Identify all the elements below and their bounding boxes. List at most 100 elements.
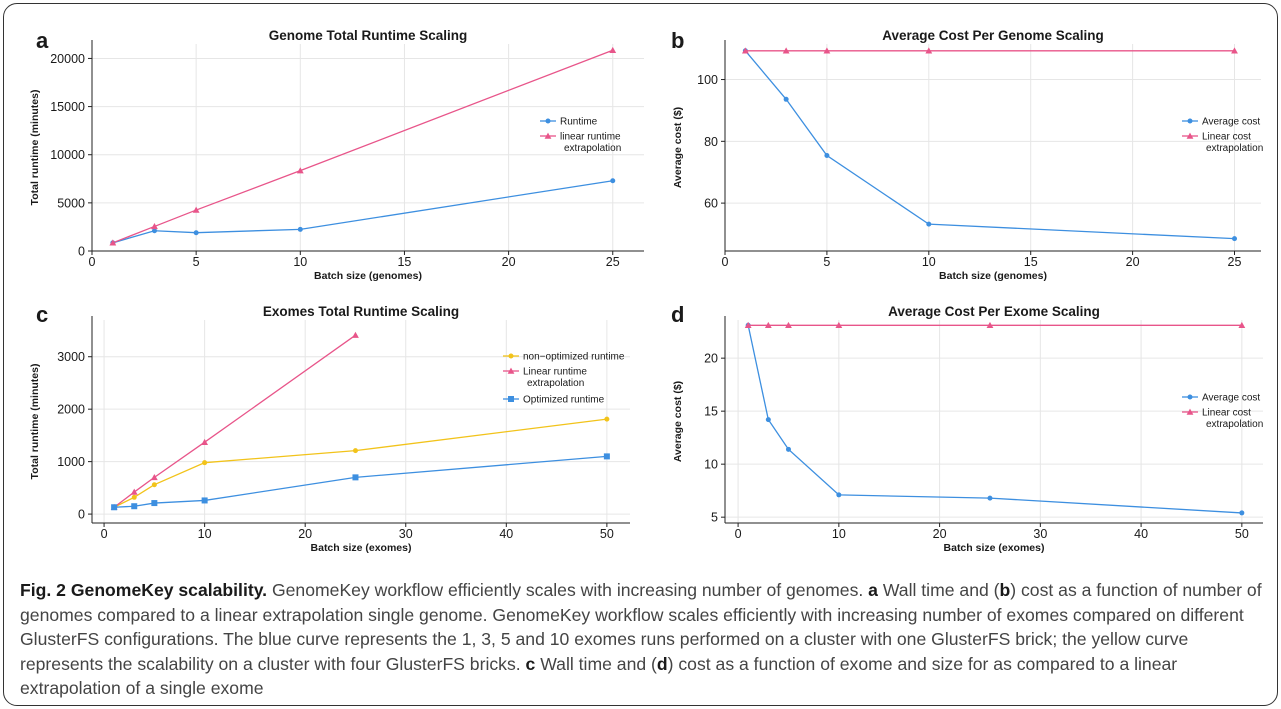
y-axis-label: Total runtime (minutes) (29, 90, 41, 206)
data-point (151, 228, 157, 234)
data-point (296, 167, 304, 174)
data-point (109, 239, 117, 246)
legend-label: Linear cost (1202, 408, 1251, 419)
y-tick-label: 100 (697, 73, 718, 87)
x-tick-label: 5 (823, 255, 830, 269)
legend-label: extrapolation (1206, 143, 1263, 154)
data-point (609, 46, 617, 53)
x-tick-label: 50 (600, 527, 614, 541)
data-point (352, 448, 358, 454)
chart-title: Average Cost Per Exome Scaling (888, 304, 1100, 319)
y-tick-label: 0 (78, 508, 85, 522)
x-axis-label: Batch size (genomes) (939, 270, 1047, 282)
chart-panel-c: 0 10 20 30 40 50 0 1000 2000 3000 c Exomes Total Ru… (29, 302, 630, 554)
legend-swatch-marker (1186, 408, 1194, 415)
x-tick-label: 20 (502, 255, 516, 269)
legend-swatch-marker (507, 367, 515, 374)
legend-label: extrapolation (1206, 419, 1263, 430)
caption-text: ) cost as a function of number of genome… (20, 580, 1262, 674)
y-tick-label: 0 (78, 245, 85, 259)
legend-entry: Runtime (540, 117, 598, 128)
caption-panel-ref: c (525, 653, 536, 674)
y-axis-label: Average cost ($) (672, 107, 684, 188)
series-1 (741, 47, 1238, 54)
x-tick-label: 20 (1126, 255, 1140, 269)
data-point (926, 221, 932, 227)
chart-title: Average Cost Per Genome Scaling (882, 28, 1104, 43)
data-point (824, 153, 830, 159)
y-tick-label: 20000 (50, 52, 85, 66)
legend-label: linear runtime (560, 132, 621, 143)
legend-swatch-marker (544, 132, 552, 139)
caption-text: GenomeKey workflow efficiently scales wi… (267, 580, 869, 600)
legend-entry: non−optimized runtime (503, 352, 625, 363)
y-axis-label: Average cost ($) (672, 381, 684, 462)
data-point (836, 492, 842, 498)
series-line (112, 180, 613, 244)
caption-text: Wall time and ( (535, 653, 657, 674)
x-tick-label: 20 (298, 527, 312, 541)
legend-label: Runtime (560, 117, 598, 128)
caption-text: ) cost as a function of exome and size f… (20, 653, 1178, 699)
data-point (202, 460, 208, 466)
figure-frame (3, 3, 1278, 706)
data-point (131, 494, 137, 500)
data-point (1232, 236, 1238, 242)
x-axis-label: Batch size (exomes) (311, 542, 412, 554)
y-tick-label: 60 (704, 197, 718, 211)
data-point (111, 504, 118, 511)
y-tick-label: 80 (704, 135, 718, 149)
legend-label: extrapolation (527, 378, 584, 389)
legend-swatch-marker (1187, 118, 1193, 124)
y-tick-label: 15000 (50, 100, 85, 114)
data-point (151, 482, 157, 488)
legend-label: Average cost (1202, 117, 1260, 128)
x-axis-label: Batch size (genomes) (314, 270, 422, 282)
data-point (1238, 321, 1246, 329)
series-line (744, 50, 1235, 240)
data-point (835, 321, 843, 329)
data-point (986, 321, 994, 329)
data-point (352, 474, 359, 481)
data-point (744, 321, 752, 329)
x-tick-label: 10 (832, 527, 846, 541)
data-point (785, 321, 792, 329)
y-tick-label: 5 (711, 511, 718, 525)
y-tick-label: 5000 (57, 196, 85, 210)
series-line (113, 334, 356, 508)
series-1 (744, 321, 1246, 329)
legend-label: non−optimized runtime (523, 352, 625, 363)
legend-entry: Average cost (1182, 117, 1260, 128)
data-point (1231, 47, 1238, 54)
x-tick-label: 0 (722, 255, 729, 269)
series-line (114, 455, 607, 508)
x-tick-label: 15 (1024, 255, 1038, 269)
x-tick-label: 40 (499, 527, 513, 541)
series-line (747, 325, 1242, 514)
data-point (201, 438, 209, 445)
y-tick-label: 1000 (57, 455, 85, 469)
x-tick-label: 5 (193, 255, 200, 269)
caption-title: GenomeKey scalability. (70, 580, 268, 600)
series-1 (109, 46, 617, 246)
series-0 (745, 322, 1245, 516)
caption-panel-ref: d (656, 653, 668, 674)
data-point (1239, 510, 1245, 516)
series-0 (742, 48, 1238, 242)
caption-body: GenomeKey workflow efficiently scales wi… (20, 580, 1262, 698)
data-point (782, 47, 790, 54)
legend-swatch-marker (545, 118, 551, 124)
data-point (987, 495, 993, 501)
legend-swatch-marker (1187, 394, 1193, 400)
legend-label: Linear runtime (523, 367, 587, 378)
series-line (112, 49, 613, 244)
chart-panel-d: 0 10 20 30 40 50 5 10 15 20 d Average Cost Per Exom… (671, 302, 1263, 554)
panel-letter: b (671, 28, 684, 53)
legend-swatch-marker (508, 353, 514, 359)
x-tick-label: 20 (933, 527, 947, 541)
series-1 (110, 331, 359, 510)
chart-title: Exomes Total Runtime Scaling (263, 304, 459, 319)
